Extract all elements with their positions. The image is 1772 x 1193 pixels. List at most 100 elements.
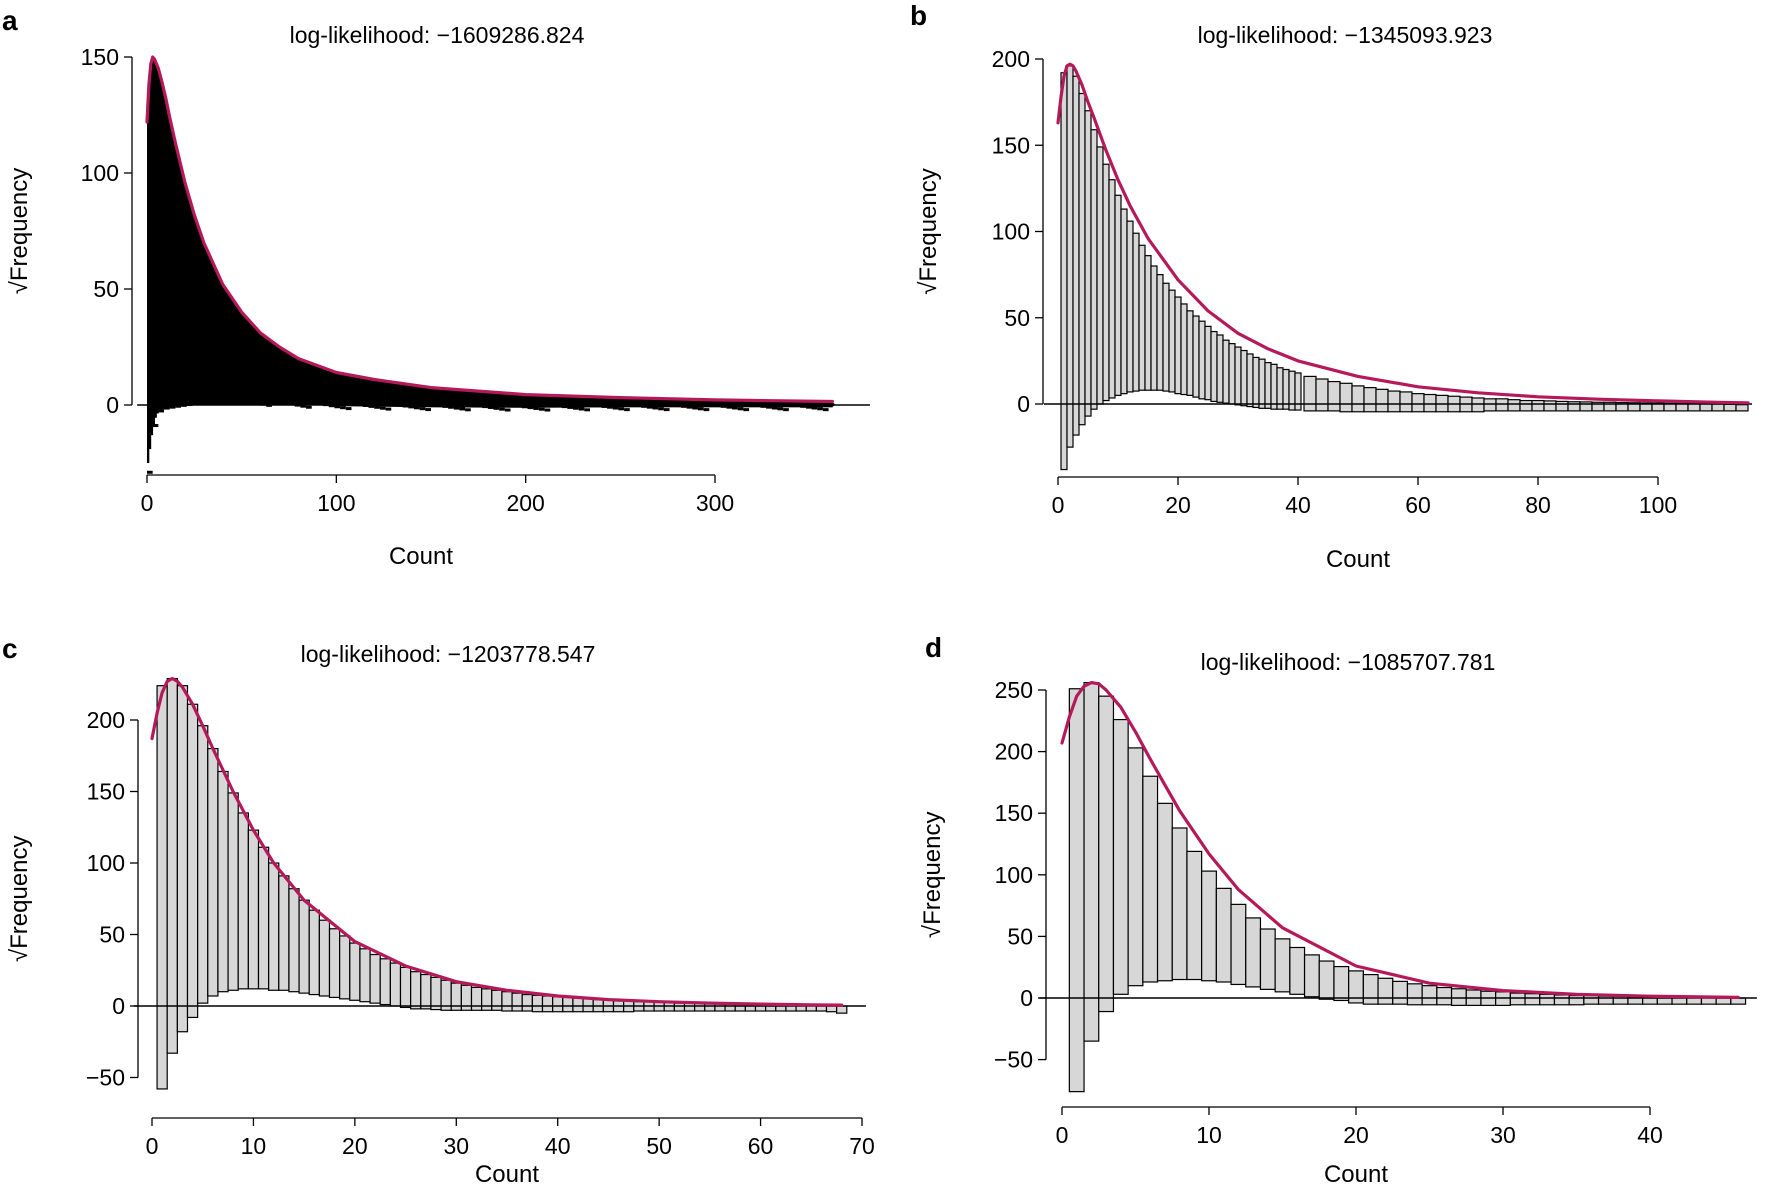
y-tick-label: 100 (87, 850, 125, 876)
histogram-bar (1423, 393, 1437, 413)
histogram-bar (1156, 802, 1173, 982)
histogram-bar (529, 394, 532, 408)
histogram-bar (673, 1002, 686, 1012)
histogram-bar (328, 928, 341, 999)
x-tick-label: 100 (1639, 492, 1677, 518)
histogram-bar (396, 382, 400, 407)
histogram-bar (518, 394, 521, 408)
histogram-bar-edge (544, 408, 551, 412)
histogram-bar (603, 397, 606, 408)
y-tick-label: 200 (995, 739, 1033, 765)
histogram-bar (227, 792, 239, 991)
histogram-bar (321, 367, 324, 406)
histogram-bar-edge (499, 407, 505, 411)
histogram-bar (552, 996, 564, 1013)
histogram-bar (241, 313, 244, 405)
histogram-bar (448, 388, 451, 408)
histogram-bar (643, 398, 646, 408)
histogram-bar (334, 372, 337, 407)
histogram-bar-edge (425, 408, 431, 412)
histogram-bar (224, 288, 227, 405)
histogram-bar (1399, 391, 1413, 413)
histogram-bar (707, 399, 710, 408)
histogram-bar (326, 369, 330, 406)
chart-title: log-likelihood: −1345093.923 (1198, 22, 1493, 48)
histogram-bar (457, 389, 460, 408)
histogram-bar (427, 387, 430, 408)
histogram-bar (247, 829, 260, 990)
histogram-bar (771, 400, 775, 408)
histogram-bar-edge (459, 407, 466, 411)
histogram-bar (211, 261, 214, 405)
histogram-bar (682, 399, 686, 408)
histogram-bar (383, 380, 386, 407)
histogram-bar (366, 378, 369, 407)
x-tick-label: 0 (1052, 492, 1065, 518)
histogram-bar (1102, 163, 1110, 402)
histogram-bar-edge (521, 405, 528, 409)
histogram-bar-edge (465, 408, 471, 412)
histogram-bar (1543, 400, 1557, 412)
histogram-bar-edge (453, 406, 460, 410)
histogram-bar (491, 392, 494, 408)
histogram-bar (747, 400, 750, 408)
histogram-bar-edge (209, 397, 216, 401)
histogram-bar (1144, 255, 1152, 391)
histogram-bar (1108, 179, 1116, 399)
histogram-bar (1222, 339, 1230, 404)
histogram-bar-edge (413, 406, 420, 410)
histogram-bar (197, 725, 209, 1004)
y-axis-title: √Frequency (6, 835, 33, 962)
histogram-bar (786, 400, 790, 408)
histogram-bar (372, 379, 375, 407)
histogram-bar (783, 400, 786, 408)
histogram-bar-edge (334, 405, 341, 409)
histogram-bar-edge (493, 406, 500, 410)
histogram-bar-edge (573, 406, 579, 410)
histogram-bar (438, 388, 441, 408)
histogram-bar (239, 310, 243, 405)
histogram-bar (550, 395, 553, 408)
histogram-bar (1066, 65, 1074, 448)
histogram-bar (309, 363, 313, 406)
histogram-bar (359, 948, 371, 1003)
histogram-bar (164, 94, 167, 409)
histogram-bar-edge (680, 404, 687, 408)
histogram-bar (1519, 399, 1533, 412)
histogram-bar (781, 400, 784, 408)
y-axis-title: √Frequency (915, 168, 942, 295)
histogram-bar-edge (351, 402, 358, 406)
histogram-bar (476, 391, 479, 408)
histogram-bar (766, 400, 769, 408)
histogram-bar (455, 389, 458, 408)
histogram-bar (491, 989, 503, 1011)
histogram-bar (1421, 985, 1438, 1006)
histogram-bar (166, 677, 178, 1054)
histogram-bar (633, 397, 636, 408)
histogram-bar (593, 396, 597, 408)
histogram-bar (541, 995, 554, 1013)
histogram-bar-edge (237, 397, 244, 401)
histogram-bar-edge (692, 406, 698, 410)
histogram-bar (391, 382, 394, 407)
histogram-bar (459, 389, 462, 408)
histogram-bar (442, 388, 445, 408)
histogram-bar (769, 400, 773, 408)
histogram-bar-edge (192, 396, 199, 400)
histogram-bar (364, 377, 368, 407)
histogram-bar (1507, 399, 1521, 412)
histogram-bar (716, 399, 720, 408)
histogram-bar-edge (306, 405, 312, 409)
histogram-bar-edge (567, 405, 573, 409)
histogram-bar (627, 397, 631, 408)
histogram-bar (612, 397, 616, 408)
histogram-bar (339, 935, 351, 1000)
histogram-bar (703, 399, 706, 408)
histogram-bar (324, 368, 328, 406)
histogram-bar (406, 384, 409, 408)
x-tick-label: 300 (696, 490, 734, 516)
histogram-bar (432, 387, 436, 408)
histogram-bar (1392, 980, 1409, 1005)
histogram-bar (179, 162, 182, 405)
histogram-bar (420, 973, 432, 1010)
